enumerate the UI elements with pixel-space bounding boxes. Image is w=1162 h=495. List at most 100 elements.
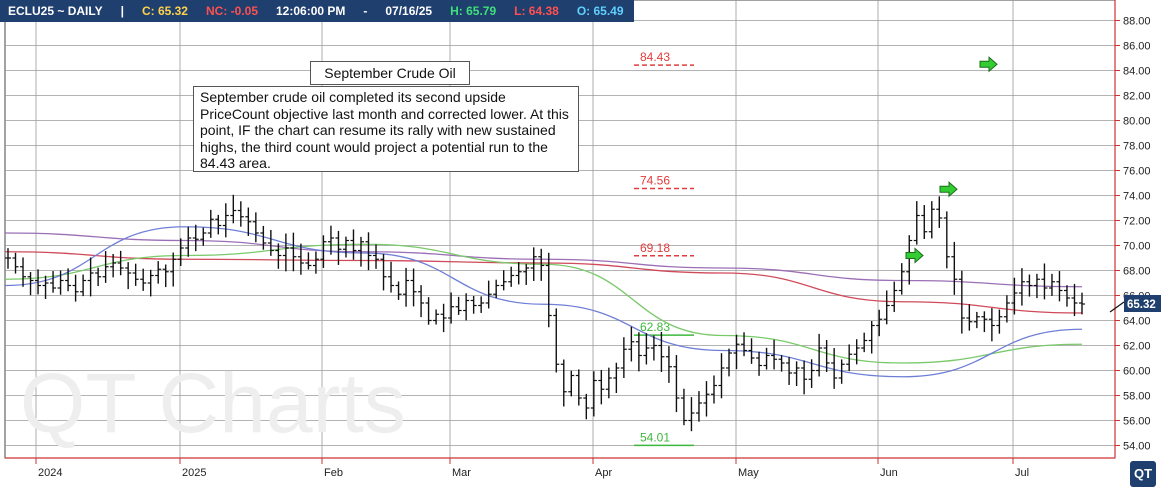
ohlc-bar (981, 311, 988, 333)
right-arrow-icon (939, 181, 958, 198)
ohlc-bar (357, 236, 364, 267)
ohlc-bar (620, 337, 627, 378)
ohlc-bar (733, 334, 740, 370)
ohlc-bar (928, 201, 935, 239)
moving-averages (4, 226, 1083, 378)
ohlc-bar (245, 207, 252, 236)
y-tick-label: 84.00 (1123, 66, 1151, 78)
y-tick-label: 58.00 (1123, 391, 1151, 403)
right-arrow-icon (979, 56, 998, 73)
ohlc-bar (793, 361, 800, 386)
ohlc-bar (876, 309, 883, 337)
ohlc-bar (440, 303, 447, 333)
ohlc-bar (373, 244, 380, 269)
ohlc-bar (252, 212, 259, 243)
ohlc-bar (185, 226, 192, 257)
ohlc-bar (710, 375, 717, 404)
moving-average-line (4, 251, 1083, 314)
ohlc-bar (117, 250, 124, 276)
ohlc-bar (748, 338, 755, 364)
ohlc-bar (1011, 277, 1018, 315)
low-value: L: 64.38 (514, 4, 559, 18)
qt-logo[interactable]: QT (1130, 461, 1156, 487)
ohlc-bar (778, 355, 785, 372)
ohlc-bar (703, 381, 710, 417)
ohlc-bar (553, 308, 560, 373)
signal-arrows (905, 56, 998, 264)
ohlc-bar (42, 275, 49, 300)
ohlc-bar (988, 308, 995, 342)
price-targets: 84.43 74.56 69.18 62.83 54.01 (634, 50, 694, 447)
y-tick-label: 88.00 (1123, 16, 1151, 28)
ohlc-bar (996, 309, 1003, 334)
ohlc-bar (1071, 283, 1078, 317)
ohlc-bar (200, 227, 207, 246)
ohlc-bar (87, 257, 94, 297)
ohlc-bar (560, 359, 567, 407)
ohlc-bar (170, 252, 177, 287)
x-tick-label: May (738, 467, 759, 479)
ohlc-bar (282, 233, 289, 272)
y-tick-label: 82.00 (1123, 91, 1151, 103)
ohlc-bar (95, 267, 102, 287)
y-tick-label: 74.00 (1123, 191, 1151, 203)
ohlc-bar (913, 201, 920, 245)
ohlc-bar (508, 266, 515, 287)
y-tick-label: 86.00 (1123, 41, 1151, 53)
ohlc-bar (35, 269, 42, 295)
ohlc-bar (290, 232, 297, 272)
y-tick-label: 80.00 (1123, 116, 1151, 128)
ohlc-bar (305, 252, 312, 270)
quote-header: ECLU25 ~ DAILY | C: 65.32 NC: -0.05 12:0… (0, 0, 634, 22)
ohlc-bar (628, 326, 635, 362)
y-tick-label: 64.00 (1123, 316, 1151, 328)
ohlc-bar (320, 235, 327, 268)
ohlc-bar (741, 332, 748, 357)
separator: | (120, 4, 124, 18)
ohlc-bar (816, 333, 823, 377)
ohlc-bar (237, 201, 244, 227)
ohlc-bar (838, 359, 845, 384)
ohlc-bar (275, 243, 282, 269)
moving-average-line (4, 226, 1083, 378)
ohlc-bar (898, 263, 905, 295)
watermark: QT Charts (20, 356, 406, 450)
ohlc-bar (891, 281, 898, 313)
ohlc-bar (297, 243, 304, 275)
ohlc-bar (695, 391, 702, 422)
ohlc-bar (1063, 285, 1070, 307)
ohlc-bar (1003, 295, 1010, 323)
ohlc-bar (575, 369, 582, 406)
x-tick-label: Mar (452, 467, 471, 479)
ohlc-bar (110, 254, 117, 278)
ohlc-bar (132, 263, 139, 286)
ohlc-bar (808, 359, 815, 388)
ohlc-bar (635, 332, 642, 372)
ohlc-bar (350, 229, 357, 260)
ohlc-bar (410, 268, 417, 307)
ohlc-bar (222, 203, 229, 238)
ohlc-bar (868, 320, 875, 354)
ohlc-bar (883, 290, 890, 325)
ohlc-bar (823, 339, 830, 372)
ohlc-bar (673, 355, 680, 413)
ohlc-bar (403, 267, 410, 307)
ohlc-bar (327, 225, 334, 255)
x-tick-label: Jul (1015, 467, 1029, 479)
ohlc-bar (973, 311, 980, 329)
ohlc-bar (726, 348, 733, 377)
x-tick-label: 2025 (182, 467, 206, 479)
ohlc-bar (102, 251, 109, 283)
target-label: 74.56 (640, 174, 670, 188)
ohlc-bar (478, 296, 485, 313)
y-axis: 54.0056.0058.0060.0062.0064.0066.0068.00… (1114, 0, 1151, 458)
x-tick-label: Jun (880, 467, 898, 479)
ohlc-bar (260, 225, 267, 250)
ohlc-bar (1033, 273, 1040, 299)
ohlc-bar (906, 235, 913, 285)
ohlc-bar (921, 205, 928, 239)
symbol-label: ECLU25 ~ DAILY (8, 4, 103, 18)
ohlc-bar (20, 257, 27, 287)
ohlc-bar (846, 344, 853, 372)
